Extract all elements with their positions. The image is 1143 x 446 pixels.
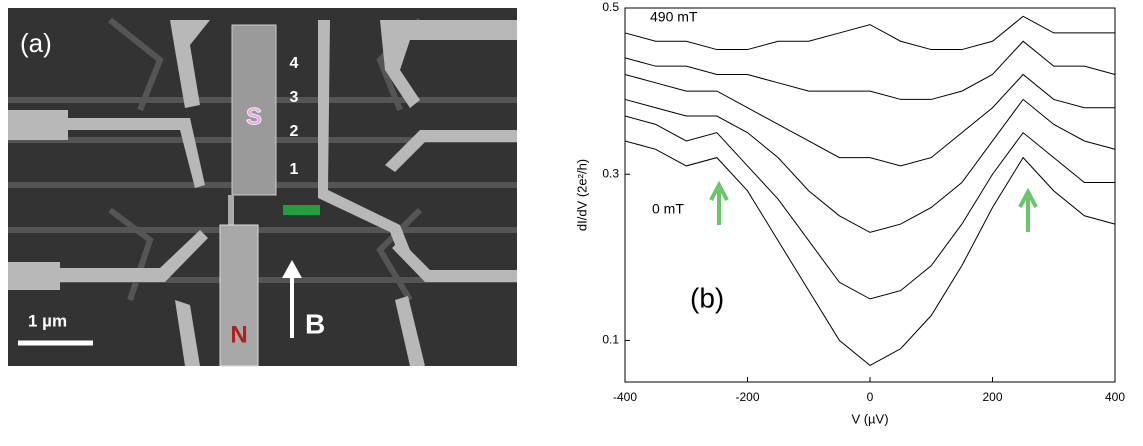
contact-label: 2 [290,123,299,140]
curve [624,115,1115,300]
s-label: S [246,103,262,130]
curve [624,40,1116,100]
annotation: 490 mT [650,9,698,25]
x-tick-label: -200 [735,390,759,404]
panel-label: (a) [20,28,52,58]
n-label: N [230,321,247,348]
y-axis-label: dI/dV (2e²/h) [574,159,589,231]
contact-labels: 1 2 3 4 [290,55,299,178]
junction-highlight [283,205,320,215]
x-axis-label: V (µV) [851,411,888,426]
curve [624,73,1115,167]
b-label: B [305,308,325,339]
y-tick-label: 0.1 [602,333,619,347]
x-tick-label: -400 [613,390,637,404]
y-tick-label: 0.3 [602,166,619,180]
chart: 490 mT 0 mT (b) V (µV) dI/dV (2e²/h) -40… [574,0,1125,426]
superconductor-strip [231,24,277,196]
curve [624,98,1116,233]
curve [624,15,1115,51]
sem-image: (a) S N B 1 µm 1 2 3 4 [8,8,517,367]
contact-label: 1 [290,161,299,178]
x-tick-label: 200 [982,390,1002,404]
x-tick-label: 0 [867,390,874,404]
plot-frame [624,7,1116,383]
peak-arrow [709,180,729,225]
normal-lead [219,224,259,367]
panel-label: (b) [690,282,724,313]
scale-label: 1 µm [28,311,67,330]
contact-label: 3 [290,89,299,106]
contact-label: 4 [290,55,299,72]
curve [624,140,1116,366]
annotation: 0 mT [652,201,684,217]
y-tick-label: 0.5 [602,0,619,14]
x-tick-label: 400 [1105,390,1125,404]
field-arrow [282,260,302,338]
peak-arrow [1018,187,1038,232]
